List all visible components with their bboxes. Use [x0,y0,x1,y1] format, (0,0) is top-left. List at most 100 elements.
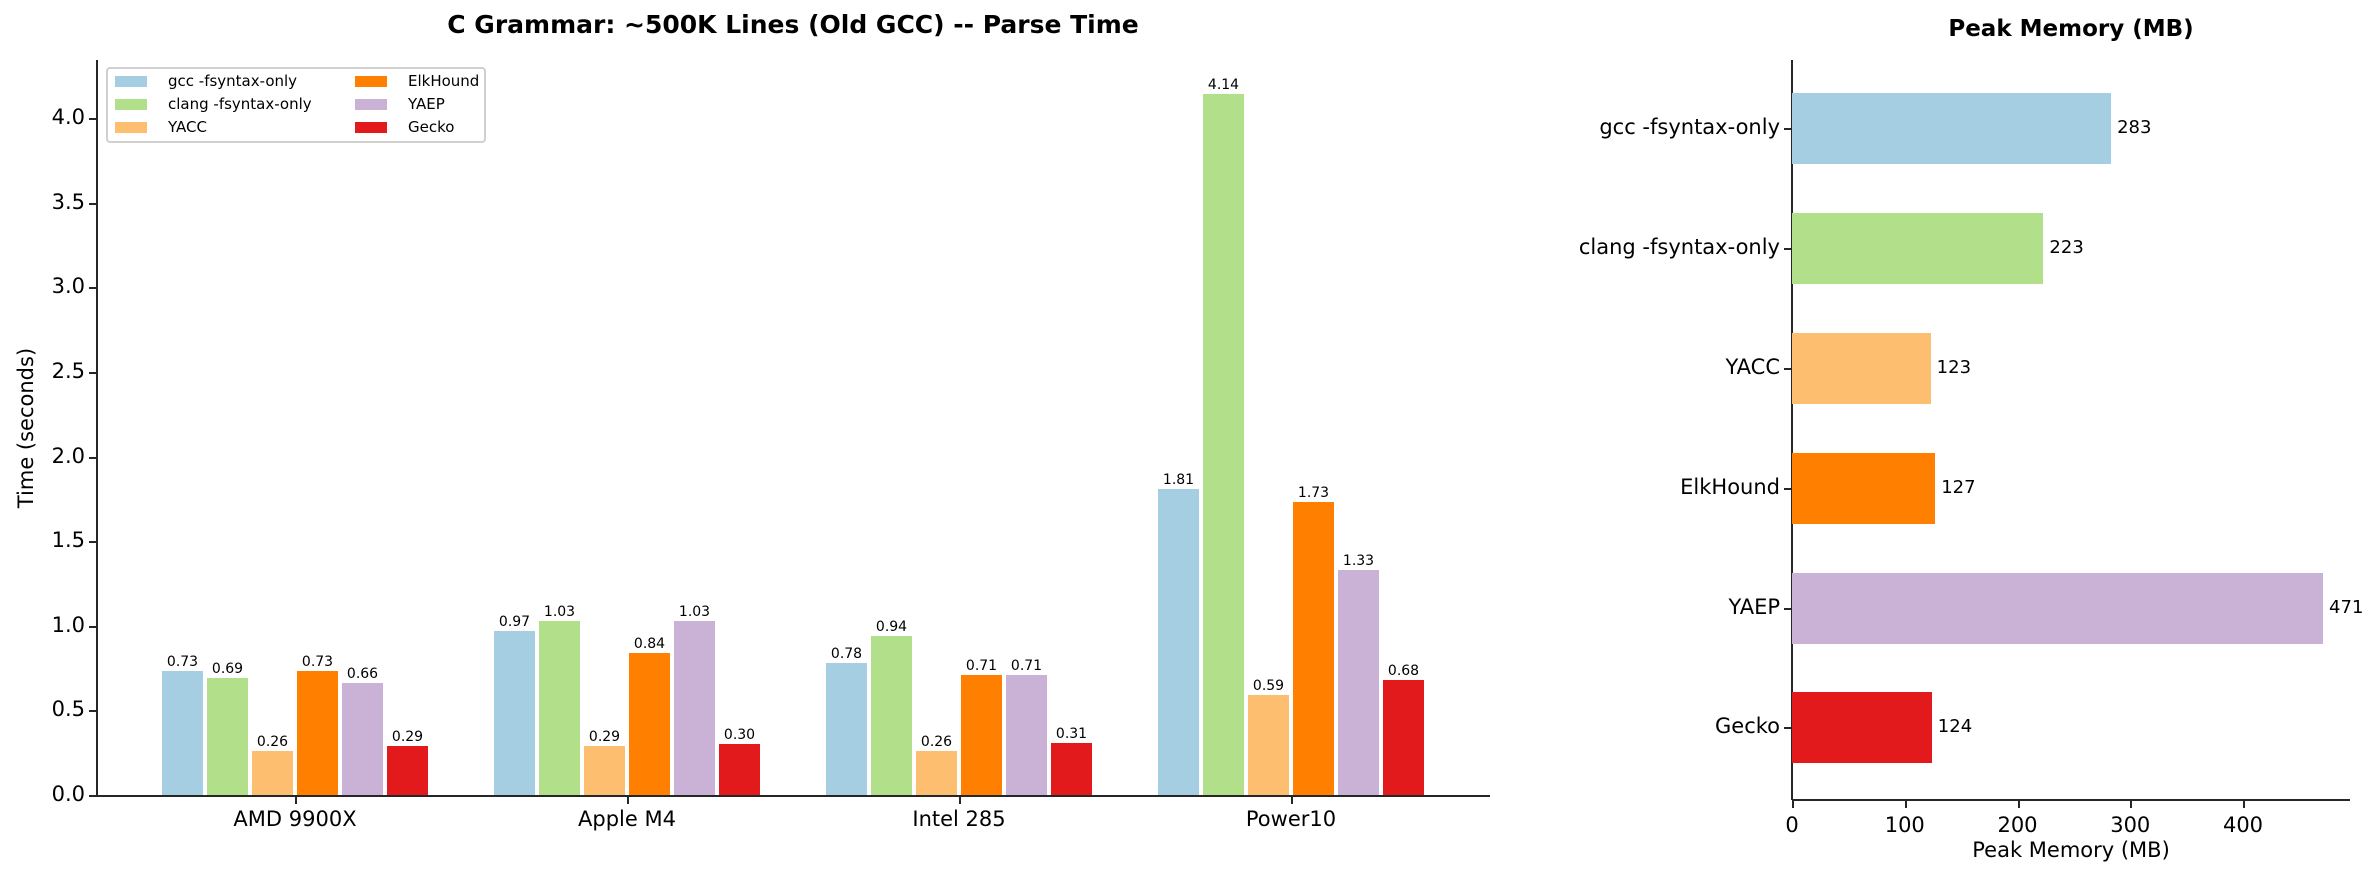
right-y-tick-label: Gecko [1715,714,1780,738]
bar-elkhound [629,652,670,795]
bar-value-label: 0.68 [1387,662,1420,679]
left-y-tick [89,287,97,290]
right-y-tick [1784,727,1792,729]
left-y-tick [89,710,97,713]
legend-item: ElkHound [355,72,479,90]
bar-yaep [342,683,383,795]
memory-bar-gcc-fsyntax-only [1792,92,2112,164]
bar-yacc [1248,695,1289,795]
right-x-tick-label: 100 [1884,813,1925,837]
bar-gcc-fsyntax-only [494,630,535,795]
right-chart-title: Peak Memory (MB) [1948,16,2194,42]
left-x-tick [627,796,629,804]
legend-swatch-icon [355,98,387,110]
left-y-tick-label: 3.5 [51,189,85,214]
left-x-tick-label: AMD 9900X [233,807,357,831]
memory-value-label: 223 [2049,237,2084,258]
bar-yaep [1338,569,1379,795]
right-x-tick [2130,800,2133,808]
memory-value-label: 127 [1941,477,1976,498]
legend-swatch-icon [355,121,387,133]
left-y-axis-label: Time (seconds) [14,347,38,509]
right-y-tick-label: clang -fsyntax-only [1578,235,1780,259]
right-y-tick-label: YAEP [1728,595,1781,619]
right-y-tick [1784,128,1792,130]
bar-clang-fsyntax-only [207,678,248,795]
left-y-tick-label: 3.0 [51,274,85,299]
legend-item: gcc -fsyntax-only [115,72,297,90]
bar-gcc-fsyntax-only [826,662,867,795]
right-x-tick [1904,800,1907,808]
legend-item: clang -fsyntax-only [115,95,312,113]
bar-yaep [674,620,715,795]
legend-label: clang -fsyntax-only [168,95,312,113]
memory-value-label: 283 [2117,117,2152,138]
legend-swatch-icon [115,121,147,133]
memory-value-label: 471 [2329,597,2364,618]
bar-value-label: 0.31 [1055,725,1088,742]
left-y-tick-label: 2.0 [51,443,85,468]
right-x-tick-label: 400 [2222,813,2264,837]
right-y-tick-label: gcc -fsyntax-only [1599,115,1780,139]
legend-label: YAEP [408,95,445,113]
right-x-tick [2243,800,2245,808]
bar-value-label: 0.71 [1010,657,1043,674]
bar-yacc [252,750,293,795]
right-y-tick-label: YACC [1725,355,1780,379]
left-y-axis [96,60,98,796]
right-x-tick [1792,800,1794,808]
bar-value-label: 0.59 [1252,678,1285,695]
legend-label: Gecko [408,118,455,136]
memory-value-label: 123 [1936,357,1972,378]
bar-value-label: 1.33 [1342,552,1375,569]
bar-value-label: 0.73 [301,654,334,671]
bar-yacc [916,750,957,795]
bar-value-label: 0.97 [498,613,531,630]
left-y-tick [89,118,97,120]
memory-bar-gecko [1792,691,1932,763]
bar-value-label: 0.30 [723,727,756,744]
bar-value-label: 1.03 [678,603,711,620]
bar-value-label: 0.71 [965,657,998,674]
bar-value-label: 4.14 [1207,77,1240,94]
right-x-tick-label: 0 [1785,813,1799,837]
right-y-tick-label: ElkHound [1680,475,1780,499]
legend-item: YAEP [355,95,445,113]
bar-gecko [719,744,760,795]
left-x-tick-label: Power10 [1245,807,1337,831]
bar-value-label: 0.84 [633,635,666,652]
bar-gcc-fsyntax-only [162,671,203,795]
left-chart-title: C Grammar: ~500K Lines (Old GCC) -- Pars… [447,10,1139,39]
right-x-axis [1792,799,2350,801]
right-y-tick [1784,368,1792,370]
left-x-axis [97,795,1490,797]
bar-value-label: 0.29 [588,728,621,745]
left-y-tick-label: 1.0 [51,612,85,637]
left-y-tick-label: 2.5 [51,358,85,383]
bar-value-label: 0.94 [875,618,908,635]
right-y-tick [1784,248,1792,250]
legend-swatch-icon [115,98,147,110]
left-x-tick [1291,796,1293,804]
left-y-tick-label: 1.5 [51,528,85,553]
memory-bar-elkhound [1792,452,1936,524]
legend-swatch-icon [355,75,387,87]
bar-gecko [1383,679,1424,795]
memory-value-label: 124 [1937,716,1973,737]
bar-value-label: 1.03 [543,603,576,620]
bar-gcc-fsyntax-only [1158,488,1199,795]
bar-yaep [1006,674,1047,795]
memory-bar-yacc [1792,332,1931,404]
bar-value-label: 0.78 [830,645,863,662]
bar-value-label: 1.81 [1162,471,1195,488]
bar-clang-fsyntax-only [1203,94,1244,795]
bar-value-label: 0.26 [920,733,953,750]
right-y-tick [1784,608,1792,610]
legend: gcc -fsyntax-only clang -fsyntax-only YACC… [106,67,486,143]
legend-label: ElkHound [408,72,480,90]
legend-item: YACC [115,118,207,136]
left-y-tick-label: 0.5 [51,697,85,722]
right-y-tick [1784,488,1792,490]
legend-swatch-icon [115,75,147,87]
bar-value-label: 0.26 [256,733,289,750]
